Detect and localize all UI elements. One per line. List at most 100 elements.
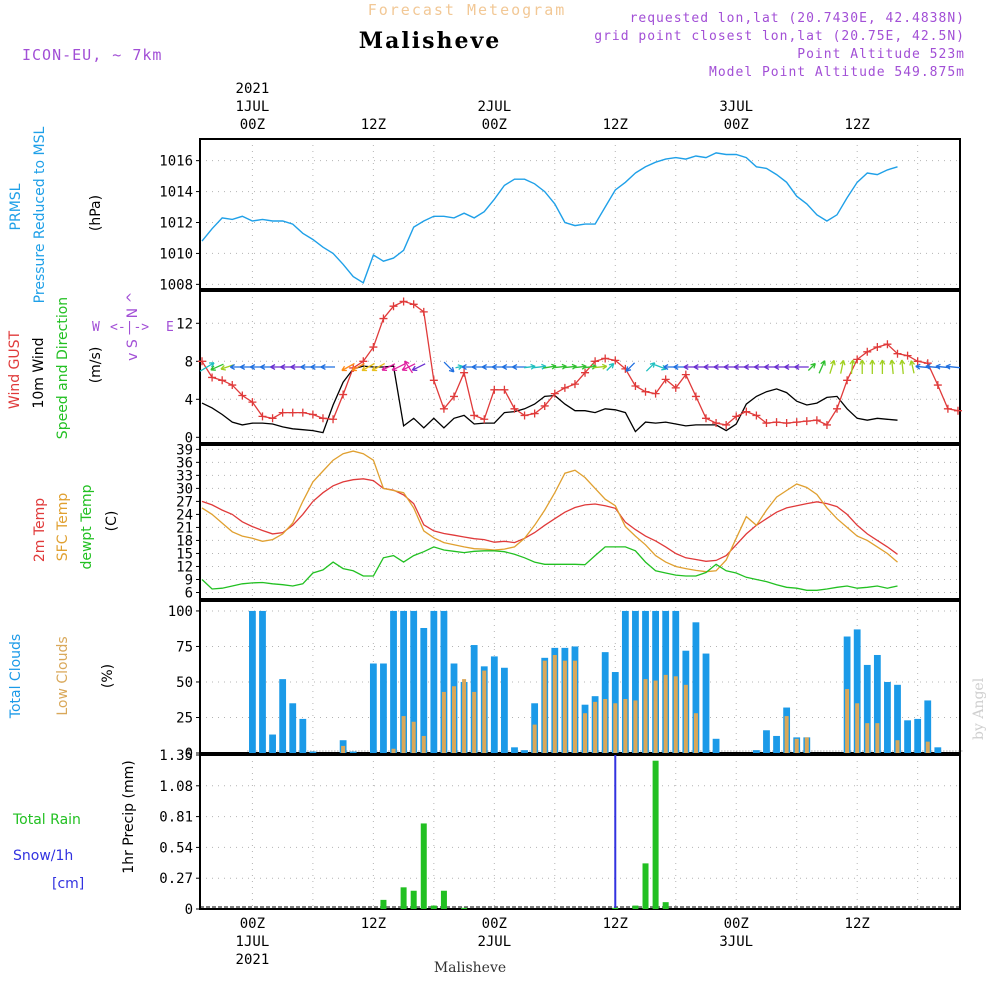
- y-tick-label: 18: [176, 533, 193, 549]
- watermark: by Angel: [971, 677, 987, 740]
- wind-direction-arrow: [523, 363, 536, 370]
- low-cloud-bar: [855, 703, 860, 753]
- low-cloud-bar: [401, 716, 406, 753]
- gust-marker: [822, 420, 831, 429]
- low-cloud-bar: [613, 703, 618, 753]
- bottom-time-label: 3JUL: [719, 934, 753, 950]
- rain-bar: [440, 890, 447, 909]
- low-cloud-bar: [462, 679, 467, 753]
- top-time-label: 00Z: [724, 117, 749, 133]
- low-cloud-bar: [875, 723, 880, 753]
- y-tick-label: 27: [176, 494, 193, 510]
- total-cloud-bar: [692, 622, 700, 753]
- y-tick-label: 12: [176, 559, 193, 575]
- total-cloud-bar: [773, 735, 780, 753]
- total-cloud-bar: [632, 610, 639, 753]
- low-cloud-bar: [572, 660, 577, 753]
- pressure-label-prmsl: PRMSL: [8, 183, 24, 230]
- pressure-label-description: Pressure Reduced to MSL: [32, 126, 48, 303]
- total-cloud-bar: [894, 684, 901, 753]
- panel-frame: [199, 290, 961, 444]
- low-cloud-bar: [925, 741, 930, 753]
- wind-gust-label: Wind GUST: [7, 330, 23, 409]
- rain-bar: [461, 907, 468, 909]
- low-cloud-bar: [421, 735, 426, 753]
- low-cloud-bar: [452, 686, 457, 753]
- snow-label: Snow/1h: [13, 848, 73, 864]
- gust-marker: [691, 392, 700, 401]
- y-tick-label: 100: [168, 604, 193, 620]
- wind-direction-arrow: [645, 362, 656, 372]
- wind-direction-arrow: [869, 359, 876, 374]
- gust-marker: [198, 357, 207, 366]
- gust-marker: [903, 351, 912, 360]
- wind-direction-arrow: [210, 363, 224, 371]
- gust-marker: [308, 410, 317, 419]
- gust-marker: [238, 391, 247, 400]
- total-cloud-bar: [904, 720, 911, 753]
- total-cloud-bar: [621, 610, 629, 753]
- y-tick-label: 1008: [159, 277, 193, 293]
- clouds-unit: (%): [100, 664, 116, 688]
- gust-marker: [490, 385, 499, 394]
- model-label: ICON-EU, ~ 7km: [22, 46, 162, 64]
- gust-marker: [318, 414, 327, 423]
- low-cloud-bar: [683, 684, 688, 753]
- precip-unit: 1hr Precip (mm): [121, 760, 137, 873]
- total-cloud-bar: [430, 610, 438, 753]
- wind-direction-arrow: [849, 359, 856, 375]
- wind-direction-arrow: [220, 364, 234, 371]
- gust-marker: [591, 357, 600, 366]
- gust-marker: [631, 382, 640, 390]
- y-tick-label: 33: [176, 468, 193, 484]
- total-cloud-bar: [249, 610, 256, 753]
- temp-2m-line: [201, 478, 898, 562]
- low-cloud-bar: [673, 676, 678, 753]
- wind-direction-arrow: [818, 360, 826, 374]
- y-tick-label: 0: [185, 430, 193, 446]
- low-cloud-bar: [663, 674, 668, 753]
- wind-direction-arrow: [199, 362, 215, 372]
- y-tick-label: 1.35: [159, 748, 193, 764]
- gust-marker: [389, 302, 398, 311]
- y-tick-label: 25: [176, 710, 193, 726]
- wind-direction-arrow: [593, 363, 608, 370]
- panel-frame: [199, 754, 961, 910]
- wind-direction-arrow: [794, 364, 809, 370]
- low-cloud-bar: [693, 713, 698, 753]
- gust-marker: [520, 411, 529, 420]
- wind-direction-arrow: [909, 360, 916, 374]
- top-time-label: 2021: [236, 81, 270, 97]
- y-tick-label: 0.81: [159, 810, 193, 826]
- gust-marker: [792, 418, 801, 427]
- gust-marker: [802, 417, 811, 426]
- total-cloud-bar: [299, 718, 307, 753]
- top-time-label: 12Z: [603, 117, 628, 133]
- bottom-time-label: 00Z: [240, 916, 265, 932]
- wind-gust-line: [201, 300, 959, 426]
- wind-direction-arrow: [361, 362, 375, 372]
- gust-marker: [450, 392, 459, 401]
- panel-frame: [199, 600, 961, 754]
- gust-marker: [570, 380, 579, 389]
- top-time-label: 1JUL: [236, 99, 270, 115]
- total-cloud-bar: [289, 703, 297, 753]
- total-rain-label: Total Rain: [12, 812, 81, 828]
- wind-direction-arrow: [945, 363, 961, 370]
- y-tick-label: 75: [176, 639, 193, 655]
- total-cloud-bar: [269, 734, 276, 753]
- top-time-label: 2JUL: [477, 99, 511, 115]
- total-cloud-bar: [420, 627, 428, 753]
- total-cloud-bar: [501, 667, 508, 753]
- gust-marker: [873, 343, 882, 352]
- total-cloud-bar: [490, 656, 498, 753]
- gust-marker: [298, 408, 307, 417]
- y-tick-label: 1012: [159, 216, 193, 232]
- wind-direction-arrow: [879, 359, 886, 374]
- rain-bar: [400, 887, 407, 909]
- low-cloud-bar: [472, 691, 477, 753]
- low-cloud-bar: [411, 721, 416, 753]
- requested-coordinates: requested lon,lat (20.7430E, 42.4838N): [630, 11, 965, 26]
- gust-marker: [550, 389, 559, 398]
